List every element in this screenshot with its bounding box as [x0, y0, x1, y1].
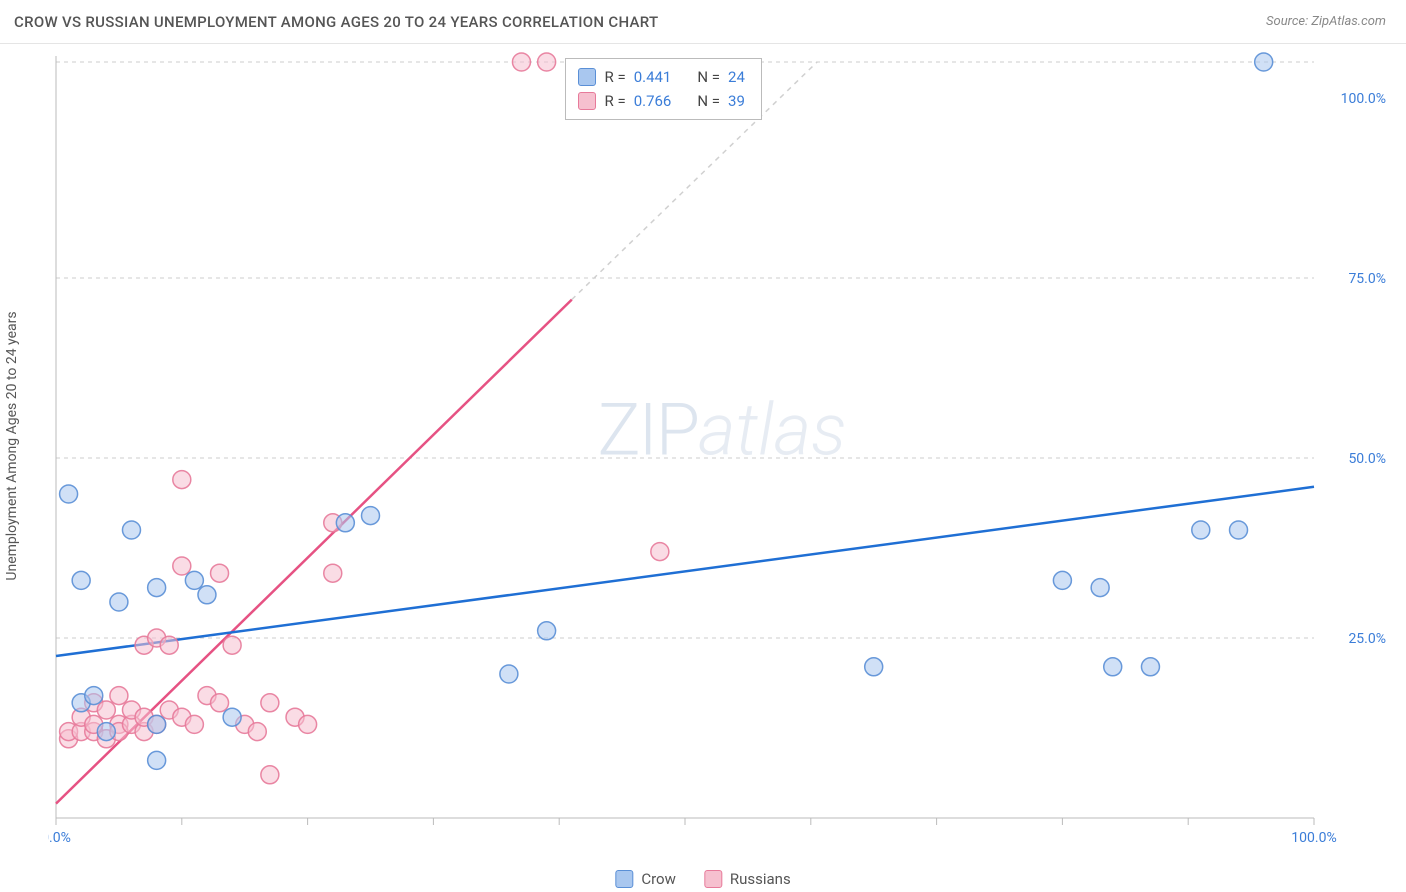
stats-row: R = 0.441 N = 24	[578, 65, 744, 89]
data-point-crow	[1230, 521, 1248, 539]
n-label: N =	[697, 89, 720, 113]
data-point-crow	[538, 622, 556, 640]
series-swatch	[578, 68, 596, 86]
data-point-crow	[865, 658, 883, 676]
data-point-russians	[248, 723, 266, 741]
header-bar: CROW VS RUSSIAN UNEMPLOYMENT AMONG AGES …	[0, 0, 1406, 44]
data-point-russians	[185, 715, 203, 733]
data-point-crow	[223, 708, 241, 726]
data-point-crow	[110, 593, 128, 611]
n-label: N =	[697, 65, 720, 89]
y-tick-label: 100.0%	[1341, 91, 1386, 107]
x-tick-label: 0.0%	[48, 830, 71, 846]
data-point-crow	[1091, 579, 1109, 597]
data-point-crow	[1255, 53, 1273, 71]
r-value: 0.441	[634, 65, 672, 89]
y-axis-label: Unemployment Among Ages 20 to 24 years	[4, 311, 20, 580]
data-point-crow	[336, 514, 354, 532]
r-label: R =	[604, 89, 625, 113]
data-point-crow	[1104, 658, 1122, 676]
data-point-crow	[72, 571, 90, 589]
data-point-russians	[324, 564, 342, 582]
data-point-crow	[1141, 658, 1159, 676]
data-point-russians	[211, 694, 229, 712]
series-legend: Crow Russians	[615, 870, 790, 888]
legend-item: Crow	[615, 870, 676, 888]
data-point-crow	[122, 521, 140, 539]
stats-row: R = 0.766 N = 39	[578, 89, 744, 113]
y-tick-label: 25.0%	[1348, 631, 1386, 647]
data-point-crow	[148, 751, 166, 769]
legend-label: Crow	[641, 870, 676, 888]
data-point-crow	[185, 571, 203, 589]
correlation-stats-box: R = 0.441 N = 24 R = 0.766 N = 39	[565, 58, 761, 120]
y-tick-label: 50.0%	[1348, 451, 1386, 467]
n-value: 39	[728, 89, 745, 113]
data-point-russians	[651, 543, 669, 561]
x-tick-label: 100.0%	[1291, 830, 1336, 846]
data-point-russians	[173, 471, 191, 489]
data-point-crow	[148, 715, 166, 733]
data-point-crow	[1053, 571, 1071, 589]
data-point-russians	[223, 636, 241, 654]
trend-line-crow	[56, 487, 1314, 656]
legend-item: Russians	[704, 870, 791, 888]
source-attribution: Source: ZipAtlas.com	[1266, 14, 1386, 29]
legend-swatch	[615, 870, 633, 888]
data-point-russians	[211, 564, 229, 582]
legend-swatch	[704, 870, 722, 888]
r-value: 0.766	[634, 89, 672, 113]
data-point-crow	[85, 687, 103, 705]
y-tick-label: 75.0%	[1348, 271, 1386, 287]
data-point-russians	[110, 687, 128, 705]
series-swatch	[578, 92, 596, 110]
r-label: R =	[604, 65, 625, 89]
data-point-crow	[1192, 521, 1210, 539]
n-value: 24	[728, 65, 745, 89]
data-point-russians	[160, 636, 178, 654]
data-point-crow	[198, 586, 216, 604]
data-point-russians	[261, 694, 279, 712]
data-point-russians	[299, 715, 317, 733]
chart-title: CROW VS RUSSIAN UNEMPLOYMENT AMONG AGES …	[14, 13, 658, 31]
data-point-crow	[60, 485, 78, 503]
legend-label: Russians	[730, 870, 791, 888]
plot-area: 0.0%100.0%25.0%50.0%75.0%100.0% ZIPatlas…	[48, 44, 1396, 848]
data-point-crow	[97, 723, 115, 741]
data-point-russians	[261, 766, 279, 784]
data-point-crow	[500, 665, 518, 683]
scatter-chart: 0.0% 100.0% 25.0% 50.0% 75.0% 100.0%	[48, 44, 1396, 848]
data-point-russians	[97, 701, 115, 719]
data-point-russians	[512, 53, 530, 71]
data-point-crow	[362, 507, 380, 525]
data-point-crow	[148, 579, 166, 597]
data-point-russians	[538, 53, 556, 71]
data-point-russians	[173, 557, 191, 575]
